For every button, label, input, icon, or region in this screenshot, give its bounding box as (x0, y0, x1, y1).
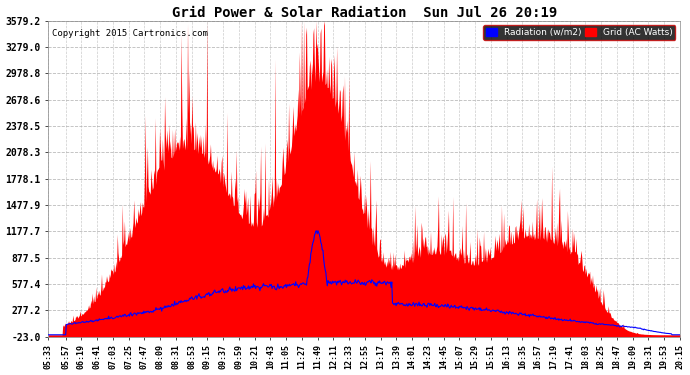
Legend: Radiation (w/m2), Grid (AC Watts): Radiation (w/m2), Grid (AC Watts) (483, 25, 676, 40)
Title: Grid Power & Solar Radiation  Sun Jul 26 20:19: Grid Power & Solar Radiation Sun Jul 26 … (172, 6, 557, 20)
Text: Copyright 2015 Cartronics.com: Copyright 2015 Cartronics.com (52, 28, 208, 38)
